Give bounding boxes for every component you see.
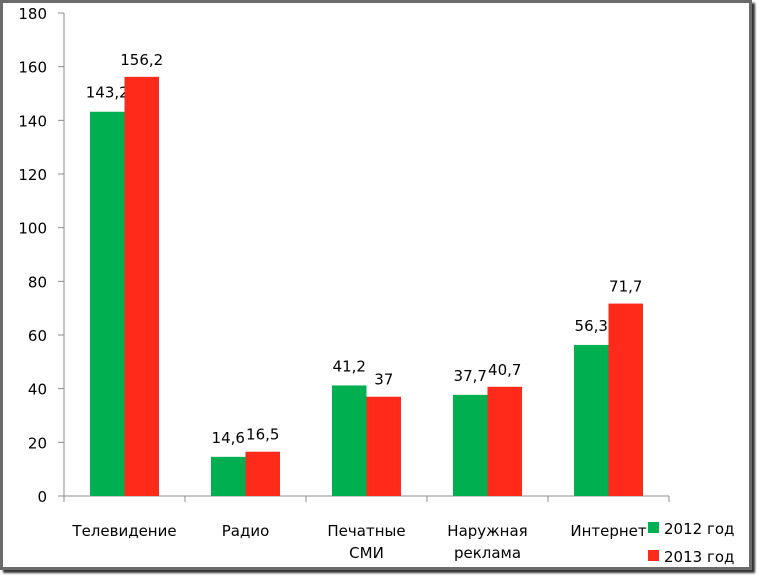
x-tick-label: Телевидение xyxy=(71,522,176,540)
data-label: 40,7 xyxy=(488,361,521,379)
data-label: 143,2 xyxy=(86,84,129,102)
bar-2013-год xyxy=(245,451,280,496)
y-tick-label: 0 xyxy=(37,488,47,506)
bar-2012-год xyxy=(574,344,609,496)
legend-label: 2013 год xyxy=(664,548,734,566)
data-label: 56,3 xyxy=(575,317,608,335)
chart-frame xyxy=(0,0,752,570)
bar-2013-год xyxy=(124,76,159,496)
y-tick-label: 20 xyxy=(28,434,47,452)
data-label: 37,7 xyxy=(454,367,487,385)
x-tick-label: Интернет xyxy=(570,522,647,540)
bar-2012-год xyxy=(332,385,367,496)
legend-swatch xyxy=(648,550,659,561)
bar-2013-год xyxy=(487,386,522,496)
x-tick-label: Печатные xyxy=(327,522,405,540)
legend-swatch xyxy=(648,522,659,533)
x-tick-label: СМИ xyxy=(349,544,384,562)
bar-2012-год xyxy=(211,456,246,496)
data-label: 14,6 xyxy=(212,429,245,447)
y-tick-label: 40 xyxy=(28,381,47,399)
y-tick-label: 100 xyxy=(18,220,47,238)
x-tick-label: Радио xyxy=(222,522,270,540)
y-tick-label: 140 xyxy=(18,112,47,130)
data-label: 41,2 xyxy=(333,357,366,375)
bar-2013-год xyxy=(366,396,401,496)
bar-2013-год xyxy=(608,303,643,496)
y-tick-label: 160 xyxy=(18,59,47,77)
y-tick-label: 60 xyxy=(28,327,47,345)
data-label: 71,7 xyxy=(609,278,642,296)
bar-2012-год xyxy=(453,394,488,496)
bar-2012-год xyxy=(90,111,125,496)
x-tick-label: реклама xyxy=(454,544,521,562)
x-tick-label: Наружная xyxy=(447,522,527,540)
y-tick-label: 80 xyxy=(28,273,47,291)
y-tick-label: 120 xyxy=(18,166,47,184)
y-tick-label: 180 xyxy=(18,5,47,23)
data-label: 37 xyxy=(374,371,393,389)
data-label: 156,2 xyxy=(120,51,163,69)
data-label: 16,5 xyxy=(246,426,279,444)
legend-label: 2012 год xyxy=(664,520,734,538)
